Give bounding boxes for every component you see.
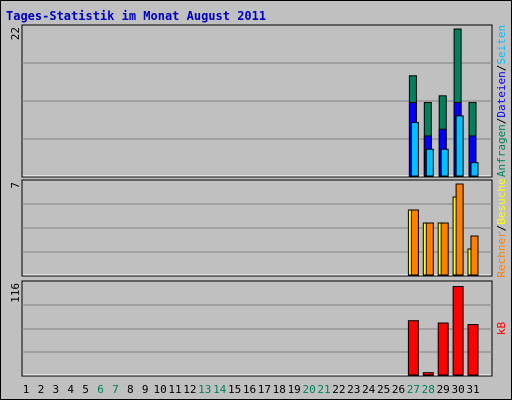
legend-besuche: Besuche: [495, 178, 508, 224]
bar-seiten-day-27: [410, 122, 419, 177]
bar-seiten-day-30: [455, 115, 464, 177]
x-tick-label-day-31: 31: [466, 383, 479, 396]
legend-kb: kB: [495, 322, 508, 336]
x-tick-label-day-20: 20: [302, 383, 315, 396]
x-tick-label-day-30: 30: [451, 383, 464, 396]
x-tick-label-day-18: 18: [273, 383, 286, 396]
x-tick-label-day-16: 16: [243, 383, 256, 396]
x-tick-label-day-11: 11: [168, 383, 181, 396]
x-tick-label-day-1: 1: [23, 383, 30, 396]
x-tick-label-day-12: 12: [183, 383, 196, 396]
x-tick-label-day-5: 5: [82, 383, 89, 396]
x-tick-label-day-2: 2: [38, 383, 45, 396]
x-tick-label-day-19: 19: [288, 383, 301, 396]
x-tick-label-day-26: 26: [392, 383, 405, 396]
x-tick-label-day-29: 29: [437, 383, 450, 396]
legend-separator: /: [495, 65, 508, 72]
x-tick-label-day-15: 15: [228, 383, 241, 396]
x-tick-label-day-27: 27: [407, 383, 420, 396]
legend-seiten: Seiten: [495, 25, 508, 65]
bar-rechner-day-29: [440, 222, 449, 276]
y-max-label: 22: [9, 27, 22, 40]
bar-rechner-day-30: [455, 183, 464, 276]
legend-bottom: kB: [495, 322, 508, 336]
x-tick-label-day-21: 21: [317, 383, 330, 396]
bar-kb-day-27: [407, 320, 419, 376]
legend-separator: /: [495, 225, 508, 232]
x-tick-label-day-28: 28: [422, 383, 435, 396]
x-tick-label-day-22: 22: [332, 383, 345, 396]
bar-rechner-day-31: [470, 235, 479, 276]
bar-kb-day-30: [452, 286, 464, 376]
y-max-label: 7: [9, 182, 22, 189]
legend-middle: Rechner/Besuche: [495, 178, 508, 277]
x-tick-label-day-13: 13: [198, 383, 211, 396]
legend-rechner: Rechner: [495, 231, 508, 278]
x-tick-label-day-17: 17: [258, 383, 271, 396]
bar-rechner-day-28: [425, 222, 434, 276]
panel-middle: 7 Rechner/Besuche: [9, 178, 508, 277]
y-max-label: 116: [9, 283, 22, 303]
x-tick-label-day-4: 4: [67, 383, 74, 396]
x-tick-label-day-6: 6: [97, 383, 104, 396]
bar-seiten-day-28: [425, 148, 434, 177]
x-tick-label-day-25: 25: [377, 383, 390, 396]
x-tick-label-day-3: 3: [52, 383, 59, 396]
chart-title: Tages-Statistik im Monat August 2011: [6, 9, 266, 23]
legend-dateien: Dateien: [495, 71, 508, 117]
legend-top: Anfragen/Dateien/Seiten: [495, 25, 508, 177]
bar-seiten-day-29: [440, 148, 449, 177]
x-tick-label-day-10: 10: [153, 383, 166, 396]
x-tick-label-day-7: 7: [112, 383, 119, 396]
x-tick-label-day-14: 14: [213, 383, 227, 396]
x-tick-label-day-23: 23: [347, 383, 360, 396]
bar-rechner-day-27: [410, 209, 419, 276]
panel-bottom: 116 kB: [9, 280, 508, 377]
x-tick-label-day-24: 24: [362, 383, 376, 396]
legend-anfragen: Anfragen: [495, 124, 508, 177]
x-tick-label-day-8: 8: [127, 383, 134, 396]
legend-separator: /: [495, 118, 508, 125]
bar-kb-day-31: [467, 324, 479, 376]
bar-kb-day-29: [437, 322, 449, 376]
bar-kb-day-28: [422, 372, 434, 376]
x-axis-day-labels: 1 2 3 4 5 6 7 8 9 10 11 12 13 14 15 16 17 18 19 20 21 22 23 24 2…: [23, 383, 480, 396]
chart-panels: 22Anfragen/Dateien/Seiten7Rechner/Besuch…: [9, 24, 508, 377]
x-tick-label-day-9: 9: [142, 383, 149, 396]
bar-seiten-day-31: [470, 162, 479, 177]
